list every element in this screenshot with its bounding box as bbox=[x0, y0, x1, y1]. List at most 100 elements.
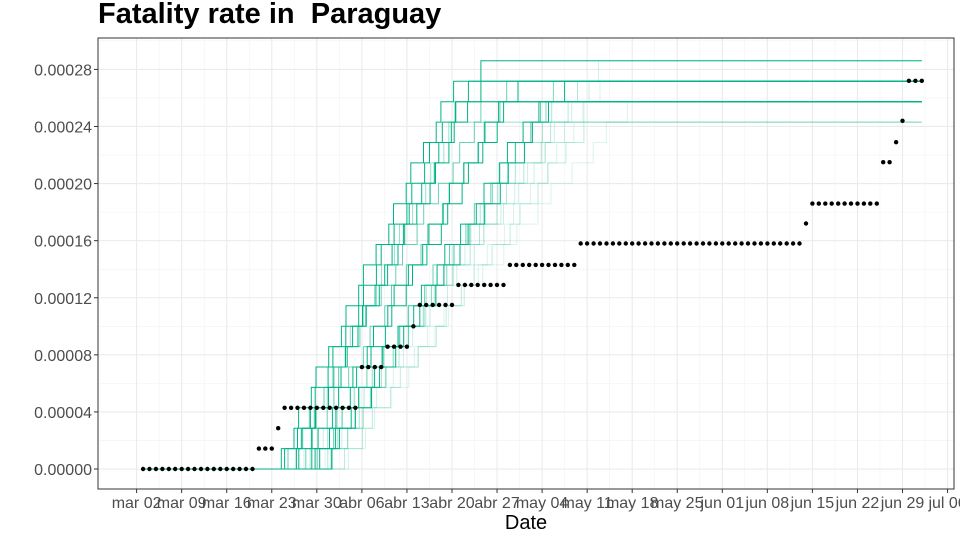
data-point bbox=[572, 262, 577, 268]
y-tick-label: 0.00028 bbox=[34, 62, 92, 79]
data-point bbox=[655, 241, 661, 246]
x-tick-label: abr 20 bbox=[429, 495, 474, 512]
data-point bbox=[398, 344, 403, 349]
data-point bbox=[752, 241, 757, 246]
data-point bbox=[256, 446, 262, 451]
data-point bbox=[584, 241, 590, 246]
data-point bbox=[430, 302, 435, 308]
data-point bbox=[231, 466, 236, 472]
data-point bbox=[449, 302, 455, 308]
data-point bbox=[662, 241, 667, 246]
data-point bbox=[379, 364, 384, 370]
data-point bbox=[855, 201, 860, 206]
data-point bbox=[218, 466, 223, 472]
data-point bbox=[868, 201, 873, 206]
simulation-line bbox=[194, 80, 922, 470]
data-point bbox=[250, 466, 255, 472]
data-point bbox=[391, 344, 397, 349]
data-point bbox=[900, 118, 905, 124]
data-point bbox=[205, 466, 210, 472]
data-point bbox=[836, 201, 841, 206]
data-point bbox=[913, 78, 918, 84]
data-point bbox=[333, 405, 339, 410]
data-point bbox=[462, 282, 468, 288]
data-point bbox=[533, 262, 538, 268]
data-point bbox=[417, 302, 422, 308]
data-point bbox=[591, 241, 596, 246]
data-point bbox=[861, 201, 867, 206]
data-point bbox=[733, 241, 738, 246]
x-tick-label: jun 08 bbox=[745, 495, 790, 512]
data-point bbox=[456, 282, 461, 288]
data-point bbox=[675, 241, 680, 246]
data-point bbox=[359, 364, 365, 370]
data-point bbox=[539, 262, 545, 268]
data-point bbox=[617, 241, 622, 246]
data-point bbox=[185, 466, 191, 472]
plot-panel bbox=[98, 38, 954, 489]
y-tick-label: 0.00004 bbox=[34, 405, 92, 422]
data-point bbox=[887, 160, 892, 165]
data-point bbox=[823, 201, 828, 206]
observed-points bbox=[140, 78, 924, 472]
x-tick-label: may 04 bbox=[516, 495, 569, 512]
y-tick-label: 0.00012 bbox=[34, 291, 92, 308]
data-point bbox=[404, 344, 410, 349]
x-tick-label: abr 13 bbox=[384, 495, 429, 512]
data-point bbox=[610, 241, 616, 246]
data-point bbox=[192, 466, 197, 472]
data-point bbox=[443, 302, 448, 308]
data-point bbox=[198, 466, 204, 472]
data-point bbox=[919, 78, 924, 84]
data-point bbox=[816, 201, 821, 206]
data-point bbox=[514, 262, 519, 268]
data-point bbox=[906, 78, 912, 84]
data-point bbox=[707, 241, 712, 246]
data-point bbox=[559, 262, 564, 268]
data-point bbox=[160, 466, 165, 472]
data-point bbox=[739, 241, 744, 246]
data-point bbox=[758, 241, 764, 246]
data-point bbox=[237, 466, 242, 472]
data-point bbox=[366, 364, 371, 370]
data-point bbox=[488, 282, 493, 288]
data-point bbox=[630, 241, 635, 246]
x-tick-label: may 11 bbox=[562, 495, 613, 512]
data-point bbox=[527, 262, 532, 268]
data-point bbox=[288, 405, 294, 410]
simulation-line bbox=[188, 60, 922, 470]
data-point bbox=[726, 241, 731, 246]
data-point bbox=[353, 405, 358, 410]
data-point bbox=[604, 241, 609, 246]
data-point bbox=[507, 262, 513, 268]
y-tick-label: 0.00020 bbox=[34, 177, 92, 194]
x-tick-label: jun 29 bbox=[880, 495, 925, 512]
data-point bbox=[623, 241, 628, 246]
x-tick-label: abr 06 bbox=[339, 495, 384, 512]
data-point bbox=[848, 201, 854, 206]
data-point bbox=[494, 282, 500, 288]
data-point bbox=[263, 446, 268, 451]
data-point bbox=[520, 262, 525, 268]
data-point bbox=[829, 201, 834, 206]
data-point bbox=[179, 466, 184, 472]
x-axis-title: Date bbox=[505, 512, 547, 534]
simulation-line bbox=[162, 60, 922, 470]
x-tick-label: abr 27 bbox=[474, 495, 519, 512]
y-tick-label: 0.00016 bbox=[34, 234, 92, 251]
data-point bbox=[700, 241, 706, 246]
data-point bbox=[771, 241, 776, 246]
data-point bbox=[301, 405, 307, 410]
x-tick-label: mar 09 bbox=[157, 495, 207, 512]
x-tick-label: jun 15 bbox=[790, 495, 835, 512]
data-point bbox=[681, 241, 686, 246]
data-point bbox=[385, 344, 390, 349]
data-point bbox=[340, 405, 345, 410]
y-tick-label: 0.00024 bbox=[34, 119, 92, 136]
data-point bbox=[295, 405, 300, 410]
data-point bbox=[745, 241, 751, 246]
x-tick-label: mar 02 bbox=[112, 495, 162, 512]
data-point bbox=[649, 241, 654, 246]
data-point bbox=[687, 241, 693, 246]
